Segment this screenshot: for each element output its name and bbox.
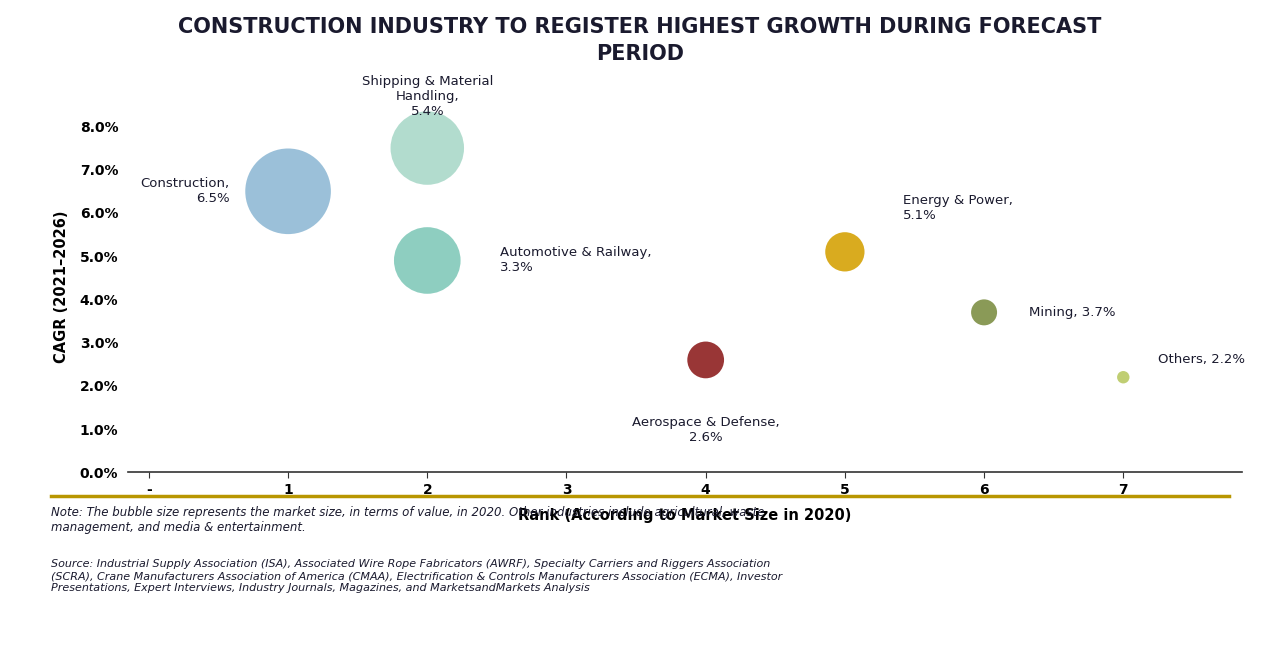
Point xyxy=(417,255,438,266)
Point xyxy=(1114,372,1134,383)
Text: PERIOD: PERIOD xyxy=(596,44,684,64)
Point xyxy=(695,354,716,365)
Point xyxy=(278,186,298,197)
Point xyxy=(835,247,855,257)
Text: Aerospace & Defense,
2.6%: Aerospace & Defense, 2.6% xyxy=(632,416,780,444)
Text: Note: The bubble size represents the market size, in terms of value, in 2020. Ot: Note: The bubble size represents the mar… xyxy=(51,506,764,534)
Text: Automotive & Railway,
3.3%: Automotive & Railway, 3.3% xyxy=(499,247,652,275)
Text: Mining, 3.7%: Mining, 3.7% xyxy=(1029,306,1115,319)
Point xyxy=(417,143,438,153)
Text: CONSTRUCTION INDUSTRY TO REGISTER HIGHEST GROWTH DURING FORECAST: CONSTRUCTION INDUSTRY TO REGISTER HIGHES… xyxy=(178,17,1102,37)
Text: Others, 2.2%: Others, 2.2% xyxy=(1158,354,1245,366)
Text: Energy & Power,
5.1%: Energy & Power, 5.1% xyxy=(904,194,1014,222)
Y-axis label: CAGR (2021–2026): CAGR (2021–2026) xyxy=(54,210,69,362)
Text: Source: Industrial Supply Association (ISA), Associated Wire Rope Fabricators (A: Source: Industrial Supply Association (I… xyxy=(51,559,782,593)
Text: Construction,
6.5%: Construction, 6.5% xyxy=(141,178,229,205)
Point xyxy=(974,307,995,318)
Text: Shipping & Material
Handling,
5.4%: Shipping & Material Handling, 5.4% xyxy=(361,75,493,118)
X-axis label: Rank (According to Market Size in 2020): Rank (According to Market Size in 2020) xyxy=(518,508,851,523)
